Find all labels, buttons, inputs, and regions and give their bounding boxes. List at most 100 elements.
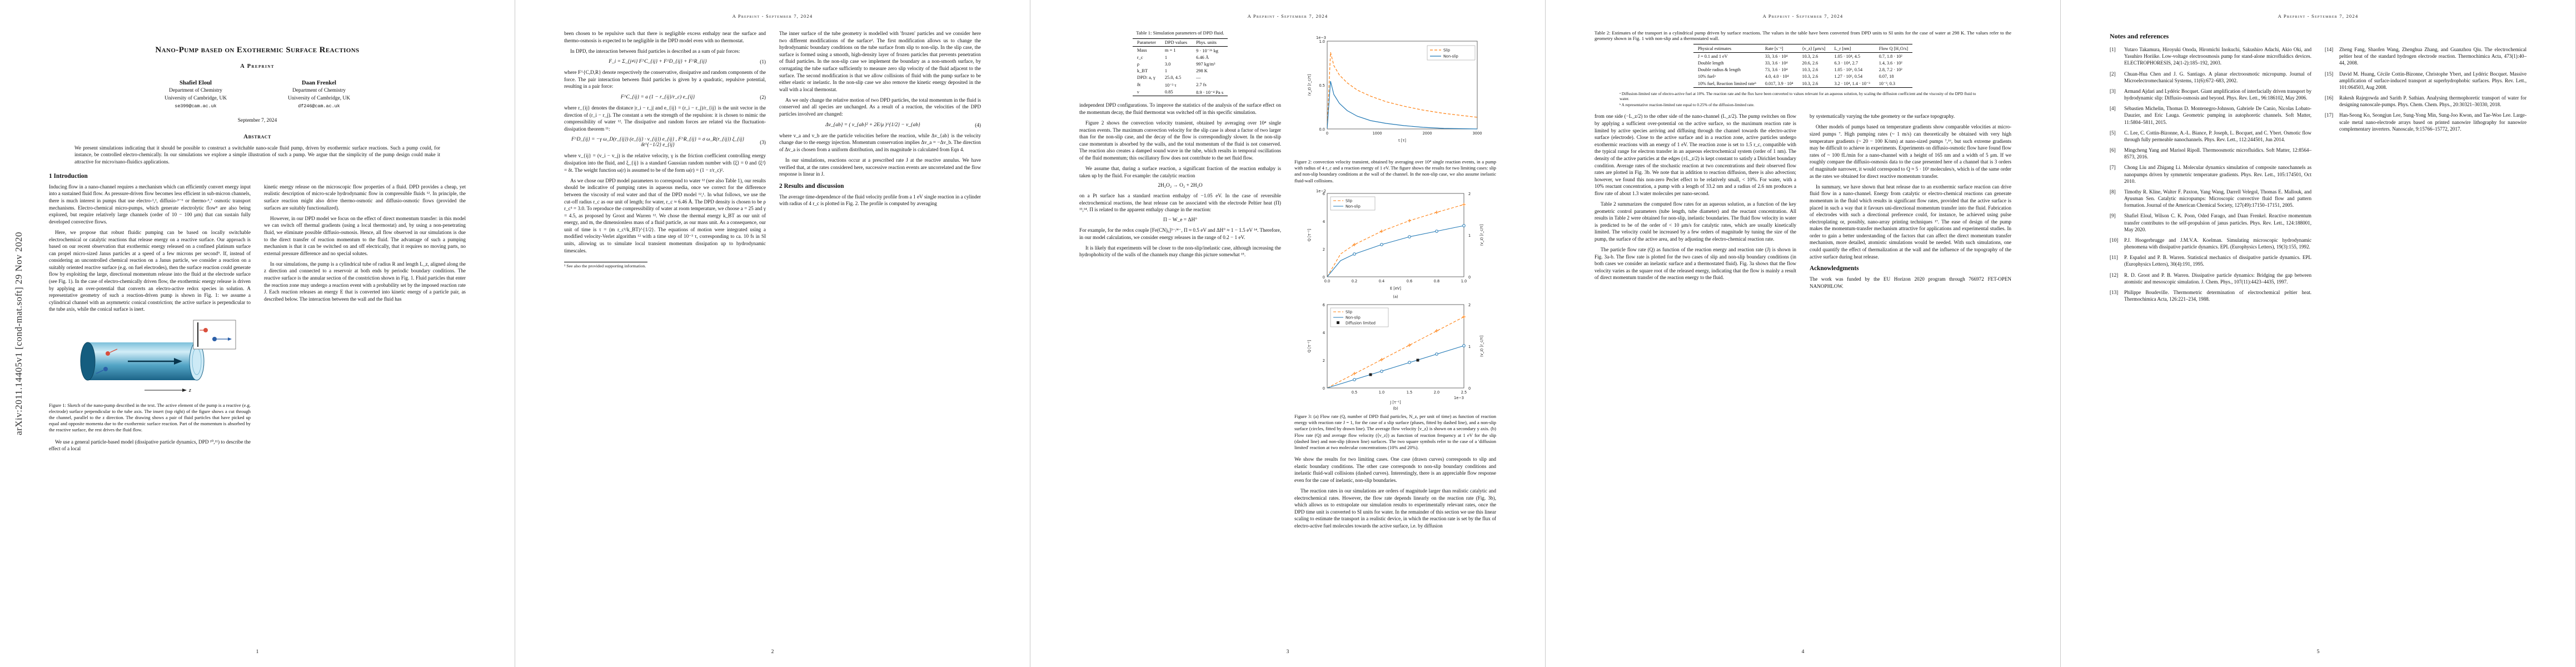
svg-text:1e−3: 1e−3	[1316, 36, 1326, 40]
table2-header: Physical estimates	[1693, 44, 1761, 53]
inset-arrowhead-b	[227, 337, 232, 341]
body-paragraph: kinetic energy release on the microscopi…	[264, 183, 466, 211]
svg-text:2.0: 2.0	[1433, 390, 1439, 395]
figure-1: z Figure 1: Sketch of the nano-pump desc…	[49, 317, 251, 434]
running-header: A Preprint - September 7, 2024	[1247, 13, 1328, 19]
reference-item: [8] Timothy R. Kline, Walter F. Paxton, Y…	[2110, 188, 2311, 208]
body-paragraph: The particle flow rate (Q) as function o…	[1595, 247, 1796, 281]
svg-text:J [τ⁻¹]: J [τ⁻¹]	[1389, 400, 1401, 405]
table-1: Parameter DPD values Phys. units Mass m =…	[1132, 38, 1228, 97]
equation-body: F^C_{ij} = a (1 − r_{ij}/r_c) e_{ij}	[620, 94, 695, 101]
reference-item: [9] Shafiel Eloul, Wilson C. K. Poon, Ode…	[2110, 213, 2311, 232]
figure-2: 1e−3 1.0 0.5 0.0 0 1000 2000 3000 t [τ] …	[1294, 33, 1496, 184]
figure3b-chart: 6 4 2 0 2 1 0 0.5 1.0 1.5 2.0 2.5 1e−3 J…	[1307, 303, 1484, 411]
equation-number: (1)	[760, 59, 766, 65]
svg-text:(b): (b)	[1393, 406, 1398, 411]
body-paragraph: The average time-dependence of the fluid…	[779, 193, 981, 207]
body-paragraph: Table 2 summarizes the computed flow rat…	[1595, 201, 1796, 242]
inset-box	[193, 320, 236, 349]
body-paragraph: Inducing flow in a nano-channel requires…	[49, 183, 251, 225]
particle-b	[103, 366, 108, 371]
table-row: ρ 3.0 997 kg/m³	[1137, 61, 1215, 67]
svg-text:Slip: Slip	[1443, 48, 1450, 53]
svg-text:4: 4	[1322, 220, 1324, 224]
figure-3: 1e−2 6 4 2 0 2 1 0 0.0 0.2 0.4 0.6 0.8 1…	[1294, 189, 1496, 451]
svg-text:0.4: 0.4	[1378, 279, 1384, 283]
body-paragraph: Other models of pumps based on temperatu…	[1810, 124, 2011, 179]
svg-text:1.5: 1.5	[1406, 390, 1412, 395]
author-dept: Department of Chemistry	[169, 88, 222, 94]
svg-text:t [τ]: t [τ]	[1398, 138, 1406, 143]
svg-text:Slip: Slip	[1346, 198, 1352, 203]
body-paragraph: In our simulations, the pump is a cylind…	[264, 261, 466, 302]
svg-text:1: 1	[1468, 233, 1471, 238]
preprint-label: A Preprint	[240, 63, 275, 69]
svg-text:6: 6	[1322, 192, 1324, 196]
svg-text:2: 2	[1468, 303, 1471, 307]
svg-text:0: 0	[1468, 386, 1471, 391]
svg-text:0: 0	[1326, 131, 1328, 136]
body-paragraph: from one side (−L_z/2) to the other side…	[1595, 113, 1796, 196]
body-paragraph: independent DPD configurations. To impro…	[1079, 102, 1281, 115]
svg-text:1e−3: 1e−3	[1454, 396, 1464, 400]
diffusion-limited-markers	[1369, 359, 1419, 376]
table-row: 10% fuelᵃ 4.0, 4.0 · 10⁴ 10.3, 2.6 1.27 · 1…	[1697, 74, 1894, 79]
table2-header: Flow Q [H₂O/s]	[1874, 44, 1913, 53]
body-paragraph: where v_a and v_b are the particle veloc…	[779, 132, 981, 152]
particle-a-momentum	[109, 348, 117, 353]
equation-number: (2)	[760, 94, 766, 101]
figure3a-chart: 1e−2 6 4 2 0 2 1 0 0.0 0.2 0.4 0.6 0.8 1…	[1307, 189, 1484, 299]
body-paragraph: where r_{ij} denotes the distance |r_i −…	[564, 105, 766, 132]
svg-text:Slip: Slip	[1346, 310, 1352, 314]
author-name: Daan Frenkel	[302, 80, 336, 86]
nonslip-markers	[1352, 224, 1466, 256]
body-paragraph: We use a general particle-based model (d…	[49, 439, 251, 452]
table2-header: L_r [nm]	[1830, 44, 1875, 53]
page-number: 3	[1286, 649, 1289, 655]
acknowledgments-heading: Acknowledgments	[1810, 265, 1859, 272]
section-heading-introduction: 1 Introduction	[49, 172, 88, 180]
svg-text:Diffusion limited: Diffusion limited	[1346, 321, 1376, 325]
legend-box	[1427, 45, 1475, 61]
body-paragraph: where F^{C,D,R} denote respectively the …	[564, 69, 766, 89]
body-paragraph: In our simulations, reactions occur at a…	[779, 157, 981, 177]
table2-caption: Table 2: Estimates of the transport in a…	[1595, 30, 2011, 41]
svg-text:0.5: 0.5	[1319, 83, 1325, 88]
body-paragraph: As we chose our DPD model parameters to …	[564, 177, 766, 253]
svg-text:0.2: 0.2	[1351, 279, 1357, 283]
table2-header: ⟨v_z⟩ [μm/s]	[1797, 44, 1830, 53]
body-paragraph: The inner surface of the tube geometry i…	[779, 31, 981, 92]
table-row: J = 0.1 and 1 eV 33, 3.6 · 10⁴ 10.3, 2.6 1.…	[1697, 53, 1902, 59]
body-paragraph: We assume that, during a surface reactio…	[1079, 166, 1281, 178]
particle-a	[105, 351, 110, 356]
svg-text:2: 2	[1468, 192, 1471, 196]
paper-title: Nano-Pump based on Exothermic Surface Re…	[155, 46, 360, 54]
table-2: Physical estimates Rate [s⁻¹] ⟨v_z⟩ [μm/…	[1693, 44, 1913, 88]
svg-text:1000: 1000	[1372, 131, 1382, 136]
page-number: 4	[1801, 649, 1805, 655]
peltier-equation: Π − W_e = ΔH°	[1163, 217, 1197, 223]
particle-b-momentum	[96, 369, 103, 374]
reference-item: [10] P.J. Hoogerbrugge and J.M.V.A. Koelm…	[2110, 237, 2311, 250]
reference-item: [5] C. Lee, C. Cottin-Bizonne, A.-L. Bian…	[2110, 130, 2311, 142]
body-paragraph: For example, for the redox couple [Fe(CN…	[1079, 227, 1281, 240]
body-paragraph: been chosen to be repulsive such that th…	[564, 31, 766, 43]
reference-item: [14] Zheng Fang, Shaofen Wang, Zhenghua Z…	[2325, 47, 2527, 66]
nonslip-fit	[1327, 345, 1464, 389]
table-row: k_BT 1 298 K	[1137, 68, 1208, 74]
page-1: arXiv:2011.14405v1 [cond-mat.soft] 29 No…	[0, 0, 515, 667]
svg-text:0: 0	[1468, 275, 1471, 280]
equation-2: F^C_{ij} = a (1 − r_{ij}/r_c) e_{ij} (2)	[564, 94, 766, 100]
equation-body: F^D_{ij} = −γ ω_D(r_{ij}) (e_{ij} · v_{i…	[571, 137, 745, 148]
body-paragraph: It is likely that experiments will be cl…	[1079, 245, 1281, 258]
footnote-text: ¹ See also the provided supporting infor…	[564, 263, 646, 269]
author-block: Shafiel Eloul Department of Chemistry Un…	[49, 79, 466, 109]
reference-item: [2] Chuan-Hua Chen and J. G. Santiago. A …	[2110, 71, 2311, 83]
svg-text:0.0: 0.0	[1324, 279, 1330, 283]
nonslip-fit	[1327, 225, 1464, 277]
table-row: δt 10⁻³ τ 2.7 fs	[1137, 82, 1207, 88]
equation-4: Δv_{ab} = ( v_{ab}² + 2E/μ )^{1/2} − v_{…	[779, 122, 981, 128]
author-name: Shafiel Eloul	[180, 80, 212, 86]
figure3-caption: Figure 3: (a) Flow rate (Q, number of DP…	[1294, 413, 1496, 450]
body-paragraph: The reaction rates in our simulations ar…	[1294, 488, 1496, 529]
